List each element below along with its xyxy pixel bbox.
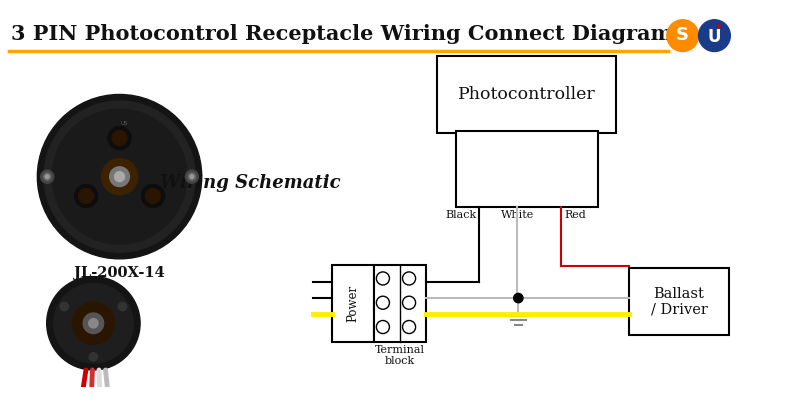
Text: US: US	[121, 121, 128, 126]
Circle shape	[188, 173, 195, 180]
Circle shape	[89, 353, 98, 361]
Circle shape	[54, 284, 133, 363]
Text: Red: Red	[564, 210, 586, 220]
Circle shape	[78, 188, 94, 203]
Text: ★: ★	[714, 22, 722, 31]
Text: Photocontroller: Photocontroller	[458, 86, 596, 103]
Circle shape	[43, 173, 51, 180]
Circle shape	[112, 131, 127, 146]
Bar	[629, 268, 730, 336]
Bar	[331, 265, 374, 342]
Text: Ballast
/ Driver: Ballast / Driver	[650, 287, 707, 317]
Circle shape	[102, 158, 138, 195]
Text: Wiring Schematic: Wiring Schematic	[160, 174, 341, 192]
Circle shape	[402, 272, 415, 285]
Circle shape	[46, 175, 49, 178]
Circle shape	[402, 296, 415, 309]
Circle shape	[89, 319, 98, 328]
Circle shape	[83, 313, 104, 334]
Circle shape	[114, 172, 125, 182]
Circle shape	[142, 184, 165, 208]
Circle shape	[52, 109, 187, 244]
Circle shape	[72, 302, 114, 344]
Bar	[374, 265, 426, 342]
Circle shape	[698, 20, 730, 52]
Circle shape	[110, 167, 130, 186]
Text: U: U	[708, 28, 721, 46]
Bar	[437, 56, 616, 133]
Circle shape	[74, 184, 98, 208]
Circle shape	[146, 188, 160, 203]
Text: 3 PIN Photocontrol Receptacle Wiring Connect Diagram: 3 PIN Photocontrol Receptacle Wiring Con…	[11, 24, 673, 44]
Text: Black: Black	[445, 210, 476, 220]
Text: Receptacle: Receptacle	[478, 161, 575, 178]
Circle shape	[41, 170, 54, 183]
Circle shape	[44, 101, 195, 252]
Text: JL-200X-14: JL-200X-14	[74, 266, 165, 280]
Circle shape	[46, 276, 140, 370]
Text: Terminal
block: Terminal block	[374, 345, 425, 366]
Circle shape	[402, 320, 415, 334]
Circle shape	[376, 296, 390, 309]
Circle shape	[376, 320, 390, 334]
Circle shape	[186, 170, 198, 183]
Text: White: White	[501, 210, 534, 220]
Circle shape	[38, 94, 202, 259]
Text: S: S	[675, 26, 688, 44]
Text: Power: Power	[346, 285, 359, 322]
Circle shape	[514, 293, 523, 303]
Circle shape	[667, 20, 698, 52]
Bar	[456, 131, 598, 208]
Circle shape	[60, 302, 69, 311]
Circle shape	[118, 302, 126, 311]
Circle shape	[108, 126, 131, 150]
Circle shape	[190, 175, 194, 178]
Circle shape	[376, 272, 390, 285]
